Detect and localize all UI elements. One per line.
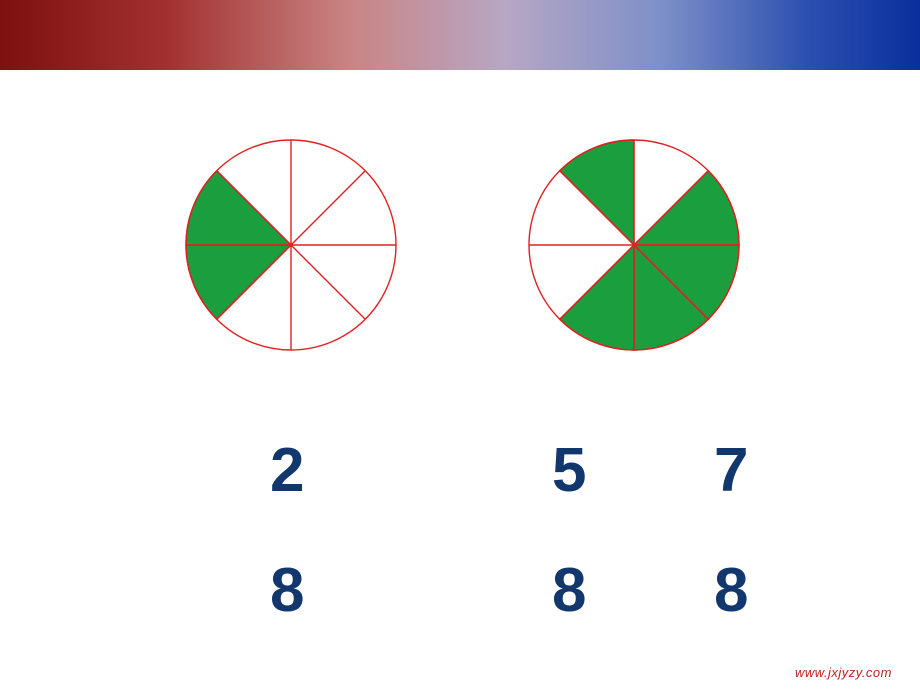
pie-spoke <box>291 245 365 319</box>
pie-slice-filled <box>186 171 291 245</box>
fraction-0-numerator: 2 <box>270 440 304 502</box>
pie-chart-right <box>527 138 741 352</box>
pie-chart-left <box>184 138 398 352</box>
pie-spoke <box>291 171 365 245</box>
fraction-1-denominator: 8 <box>552 560 586 622</box>
fraction-2-denominator: 8 <box>714 560 748 622</box>
pie-slice-filled <box>560 245 634 350</box>
pie-slice-filled <box>560 140 634 245</box>
slide-stage: 2 8 5 8 7 8 www.jxjyzy.com <box>0 0 920 690</box>
top-gradient-banner <box>0 0 920 70</box>
pie-slice-filled <box>634 171 739 245</box>
fraction-1-numerator: 5 <box>552 440 586 502</box>
fraction-0-denominator: 8 <box>270 560 304 622</box>
fraction-2-numerator: 7 <box>714 440 748 502</box>
pie-slice-filled <box>186 245 291 319</box>
footer-url: www.jxjyzy.com <box>795 665 892 680</box>
pie-row <box>0 140 920 370</box>
